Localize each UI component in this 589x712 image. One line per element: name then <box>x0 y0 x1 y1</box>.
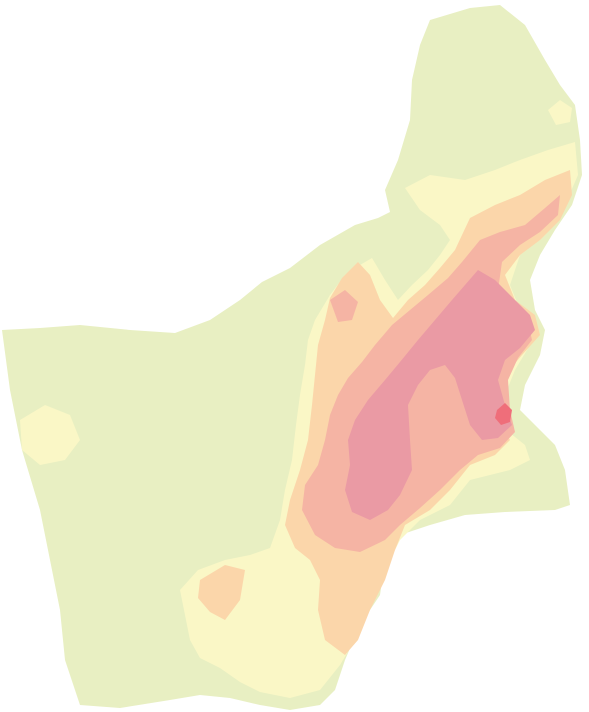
contour-class-6 <box>495 403 512 425</box>
contour-class-3-south-patch <box>198 565 245 620</box>
contour-class-2-ne-patch <box>548 100 572 125</box>
contour-class-5 <box>345 270 535 520</box>
contour-class-4-north-patch <box>330 290 358 322</box>
contour-class-2-west-patch <box>20 405 80 465</box>
